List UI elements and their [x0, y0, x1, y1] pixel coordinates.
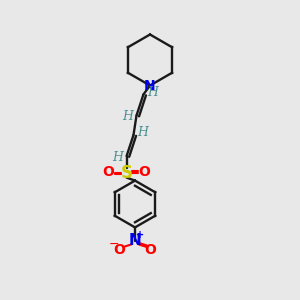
Text: O: O	[139, 166, 151, 179]
Text: O: O	[103, 166, 115, 179]
Text: S: S	[121, 164, 133, 181]
Text: O: O	[113, 243, 125, 257]
Text: H: H	[148, 85, 158, 99]
Text: +: +	[136, 230, 144, 240]
Text: H: H	[122, 110, 133, 124]
Text: O: O	[145, 243, 157, 257]
Text: −: −	[109, 238, 119, 251]
Text: H: H	[112, 151, 123, 164]
Text: H: H	[138, 126, 148, 139]
Text: N: N	[129, 233, 141, 248]
Text: N: N	[144, 79, 156, 92]
